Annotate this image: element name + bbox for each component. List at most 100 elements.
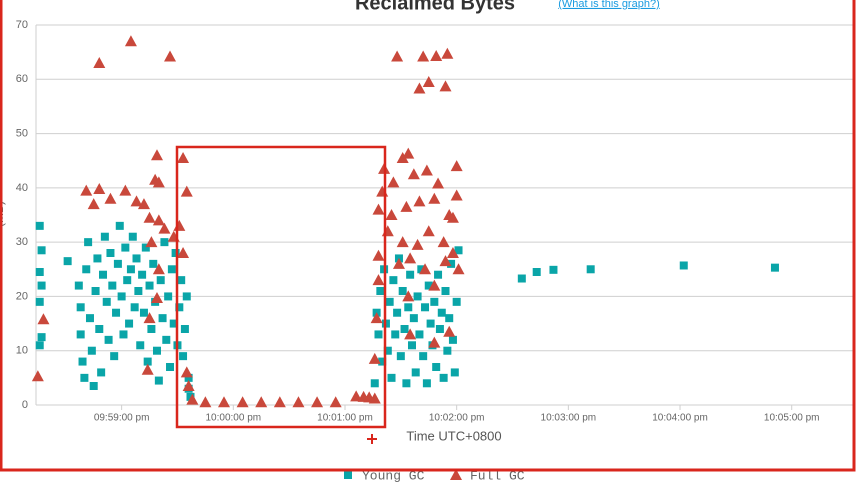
square-marker: [447, 259, 456, 268]
square-marker: [63, 257, 72, 266]
square-marker: [439, 373, 448, 382]
triangle-marker: [422, 76, 435, 87]
square-marker: [139, 308, 148, 317]
square-marker: [162, 335, 171, 344]
square-marker: [549, 265, 558, 274]
triangle-marker: [186, 393, 199, 405]
square-marker: [93, 254, 102, 263]
square-marker: [175, 303, 184, 312]
triangle-marker: [391, 50, 404, 62]
square-marker: [450, 368, 459, 377]
square-marker: [402, 379, 411, 388]
y-tick-label: 40: [16, 182, 28, 194]
square-marker: [74, 281, 83, 290]
square-marker: [770, 263, 779, 272]
triangle-marker: [446, 247, 459, 258]
triangle-marker: [439, 80, 452, 92]
square-marker: [383, 346, 392, 355]
triangle-marker: [87, 198, 100, 210]
square-marker: [179, 352, 188, 361]
triangle-marker: [404, 252, 417, 264]
square-marker: [147, 325, 156, 333]
square-marker: [167, 265, 176, 274]
square-marker: [87, 346, 96, 355]
highlight-box: [175, 145, 387, 429]
square-marker: [391, 330, 400, 339]
triangle-marker: [141, 363, 154, 375]
legend-label: Young GC: [362, 468, 425, 483]
triangle-marker: [177, 152, 190, 163]
triangle-marker: [428, 192, 441, 204]
square-marker: [119, 330, 128, 339]
triangle-marker: [441, 47, 454, 59]
square-marker: [37, 281, 46, 290]
triangle-marker: [180, 185, 193, 197]
square-marker: [396, 352, 405, 361]
square-marker: [177, 276, 186, 285]
triangle-marker: [152, 214, 165, 226]
square-marker: [78, 357, 87, 366]
x-tick-label: 10:02:00 pm: [429, 413, 485, 424]
square-marker: [452, 297, 461, 306]
square-marker: [435, 325, 444, 333]
triangle-marker: [396, 236, 409, 248]
legend: Young GC Full GC: [344, 468, 525, 483]
y-tick-label: 30: [16, 236, 28, 248]
triangle-marker: [439, 255, 452, 267]
triangle-marker: [432, 177, 445, 189]
square-marker: [158, 314, 167, 323]
y-tick-label: 50: [16, 127, 28, 139]
series: [31, 35, 465, 408]
legend-label: Full GC: [470, 468, 525, 483]
square-marker: [374, 330, 383, 339]
triangle-marker: [422, 225, 435, 237]
square-marker: [517, 274, 526, 283]
square-marker: [448, 335, 457, 344]
square-marker: [134, 287, 143, 295]
square-marker: [443, 346, 452, 355]
square-marker: [413, 292, 422, 301]
chart-title: Reclaimed Bytes: [355, 0, 515, 14]
triangle-marker: [417, 50, 430, 62]
triangle-marker: [137, 198, 150, 210]
square-marker: [136, 341, 145, 350]
square-marker: [37, 333, 46, 342]
square-marker: [437, 308, 446, 317]
x-tick-label: 10:04:00 pm: [652, 413, 708, 424]
square-marker: [164, 292, 173, 301]
square-marker: [454, 246, 463, 255]
square-marker: [180, 325, 189, 333]
square-marker: [130, 303, 139, 312]
legend-marker: [450, 469, 462, 480]
triangle-marker: [419, 263, 432, 275]
triangle-marker: [446, 211, 459, 223]
y-tick-label: 60: [16, 73, 28, 85]
triangle-marker: [164, 50, 177, 62]
square-marker: [110, 352, 119, 361]
square-marker: [141, 243, 150, 252]
triangle-marker: [143, 312, 156, 324]
square-marker: [132, 254, 141, 263]
help-link[interactable]: (What is this graph?): [558, 0, 659, 10]
square-marker: [406, 270, 415, 279]
screenshot-frame: [0, 0, 856, 472]
triangle-marker: [430, 49, 443, 61]
square-marker: [35, 341, 44, 350]
triangle-marker: [428, 336, 441, 348]
triangle-marker: [236, 396, 249, 408]
square-marker: [441, 287, 450, 295]
square-marker: [421, 303, 430, 312]
square-marker: [409, 314, 418, 323]
square-marker: [95, 325, 104, 333]
square-marker: [76, 330, 85, 339]
triangle-marker: [392, 257, 405, 269]
x-tick-label: 10:01:00 pm: [317, 413, 373, 424]
square-marker: [35, 221, 44, 230]
square-marker: [171, 249, 180, 257]
square-marker: [123, 276, 132, 285]
square-marker: [169, 319, 178, 328]
triangle-marker: [104, 192, 117, 204]
square-marker: [378, 357, 387, 366]
y-tick-label: 0: [22, 399, 28, 411]
triangle-marker: [329, 396, 342, 408]
